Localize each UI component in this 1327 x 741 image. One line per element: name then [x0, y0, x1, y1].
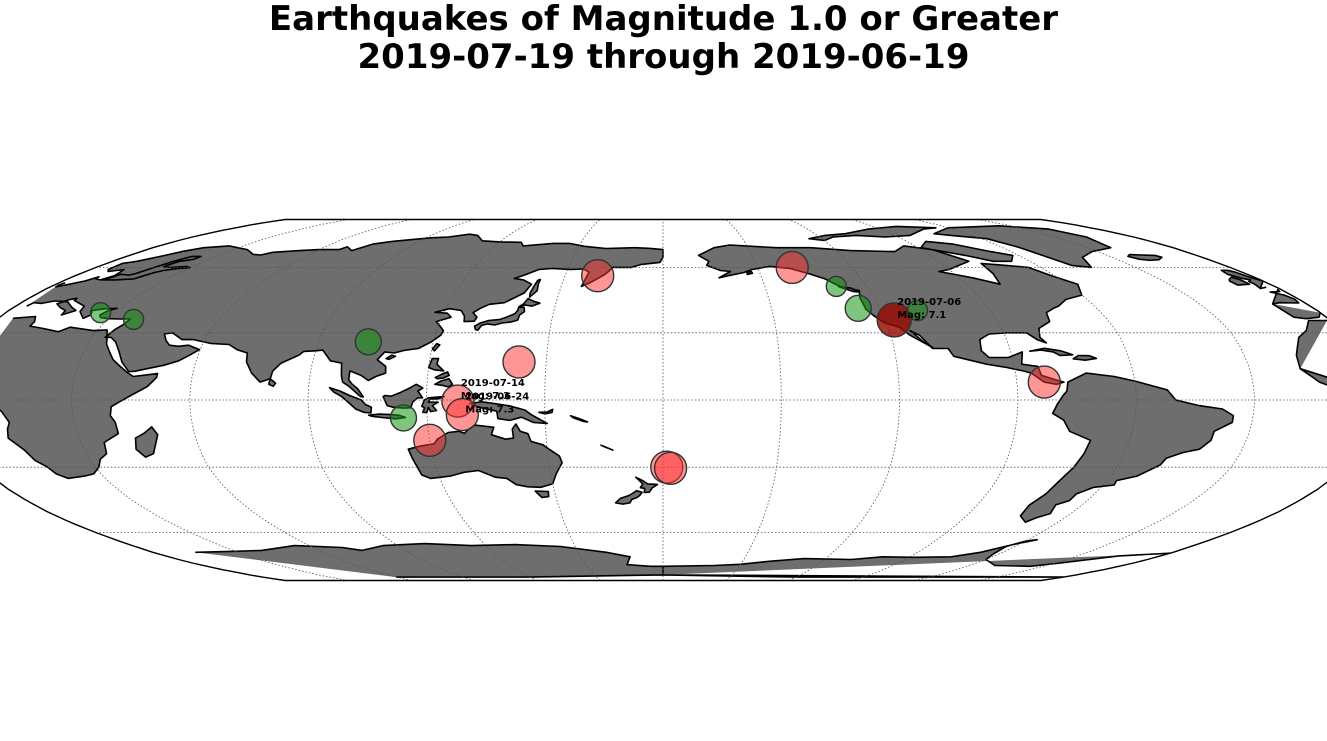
- earthquake-marker: [825, 275, 847, 298]
- earthquake-label-date: 2019-07-06: [897, 297, 961, 308]
- earthquake-marker: [413, 423, 447, 457]
- landmass-taiwan: [431, 342, 441, 352]
- meridian-line: [70, 219, 349, 581]
- landmass-sakhalin: [528, 278, 542, 298]
- landmass-new-zealand-north: [635, 476, 659, 494]
- earthquake-marker: [775, 250, 809, 285]
- earthquake-label-magnitude: Mag: 7.1: [897, 310, 946, 321]
- earthquake-marker: [502, 345, 536, 379]
- earthquake-label-date: 2019-06-24: [465, 392, 529, 403]
- landmass-tasmania: [534, 490, 550, 499]
- landmass-great-britain: [56, 269, 1267, 290]
- earthquake-marker: [906, 299, 929, 322]
- landmass-arctic-islands: [808, 225, 937, 242]
- landmass-new-zealand-south: [614, 489, 643, 505]
- landmass-kodiak: [746, 270, 754, 276]
- map-boundary: [0, 218, 1327, 582]
- landmass-cuba: [1029, 347, 1074, 357]
- landmass-eurasia: [26, 233, 1322, 398]
- landmass-sulawesi: [421, 395, 445, 414]
- earthquake-marker: [89, 302, 112, 324]
- landmass-sri-lanka: [268, 377, 277, 388]
- meridian-line: [425, 219, 538, 581]
- landmass-baffin-island: [920, 240, 1014, 263]
- earthquake-marker: [389, 404, 418, 432]
- earthquake-markers: [89, 250, 1062, 485]
- earthquake-marker: [844, 294, 872, 322]
- landmass-greenland: [933, 225, 1112, 269]
- earthquake-marker: [445, 397, 479, 432]
- meridian-line: [788, 219, 901, 581]
- meridian-line: [307, 219, 475, 581]
- landmass-south-america: [1019, 372, 1235, 523]
- landmass-visayas: [434, 371, 450, 380]
- earthquake-marker: [653, 451, 688, 485]
- earthquake-label-date: 2019-07-14: [461, 378, 525, 389]
- earthquake-marker: [1027, 365, 1062, 399]
- landmass-new-britain: [538, 408, 554, 415]
- map-title: Earthquakes of Magnitude 1.0 or Greater: [268, 0, 1059, 39]
- meridian-line: [544, 219, 601, 581]
- earthquake-marker: [581, 259, 615, 293]
- earthquake-label-magnitude: Mag: 7.3: [465, 405, 514, 416]
- landmass-madagascar: [134, 426, 159, 458]
- landmass-hainan: [385, 354, 397, 361]
- landmass-japan-hokkaido: [518, 297, 541, 308]
- landmass-japan-honshu: [473, 306, 526, 331]
- landmass-luzon: [427, 357, 445, 372]
- landmass-hispaniola: [1072, 354, 1098, 361]
- landmass-solomon-islands: [569, 414, 589, 423]
- earthquake-marker: [122, 308, 145, 331]
- earthquake-marker: [354, 328, 382, 356]
- map-subtitle: 2019-07-19 through 2019-06-19: [357, 37, 970, 77]
- earthquake-label-magnitude: Mag: 7.3: [461, 391, 510, 402]
- meridian-line: [725, 219, 782, 581]
- earthquake-marker: [876, 302, 912, 338]
- landmass-ireland: [1228, 276, 1251, 286]
- landmass-iceland: [1127, 253, 1163, 262]
- landmass-australia: [407, 423, 563, 489]
- landmass-sumatra: [328, 386, 373, 414]
- landmass-new-caledonia: [600, 444, 614, 451]
- meridian-line: [977, 219, 1256, 581]
- meridian-line: [851, 219, 1019, 581]
- landmass-new-guinea: [469, 401, 548, 425]
- landmass-mindanao: [434, 377, 454, 388]
